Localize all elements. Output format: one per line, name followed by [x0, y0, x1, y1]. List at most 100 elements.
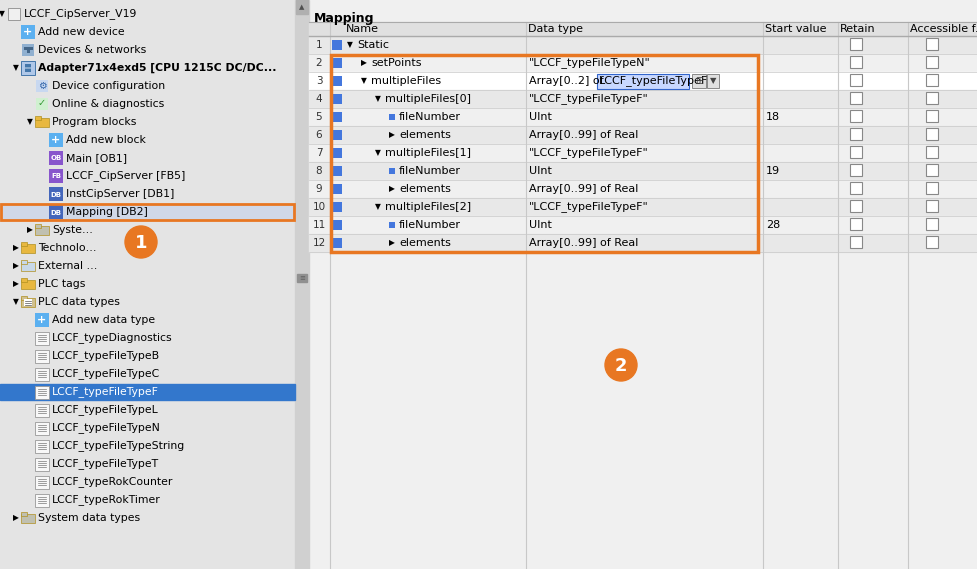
- Text: 10: 10: [312, 202, 325, 212]
- Text: LCCF_typeFileTypeC: LCCF_typeFileTypeC: [52, 369, 160, 380]
- Bar: [925, 200, 937, 212]
- Bar: [21, 262, 35, 271]
- Text: ▶: ▶: [389, 130, 395, 139]
- Text: 4: 4: [316, 94, 322, 104]
- Bar: [309, 126, 977, 144]
- Text: "LCCF_typeFileTypeF": "LCCF_typeFileTypeF": [529, 147, 648, 158]
- Bar: [309, 90, 977, 108]
- Text: ▼: ▼: [709, 76, 716, 85]
- Text: DB: DB: [51, 192, 62, 198]
- Bar: [309, 0, 977, 569]
- Bar: [309, 22, 977, 36]
- Bar: [21, 298, 35, 307]
- Bar: [36, 98, 48, 110]
- Bar: [849, 146, 861, 158]
- Bar: [309, 234, 977, 252]
- Bar: [35, 494, 49, 507]
- Text: LCCF_typeFileTypeF: LCCF_typeFileTypeF: [599, 76, 707, 86]
- Text: ▼: ▼: [27, 118, 33, 126]
- Bar: [849, 110, 861, 122]
- Text: ▼: ▼: [374, 149, 380, 158]
- Bar: [49, 169, 63, 183]
- Bar: [331, 40, 342, 50]
- Bar: [35, 350, 49, 363]
- Bar: [849, 92, 861, 104]
- Bar: [331, 220, 342, 230]
- Bar: [24, 47, 27, 50]
- Text: ▶: ▶: [389, 238, 395, 248]
- Text: LCCF_typeFileTypeL: LCCF_typeFileTypeL: [52, 405, 158, 415]
- Text: Add new device: Add new device: [38, 27, 124, 37]
- Bar: [21, 44, 34, 56]
- Text: 5: 5: [316, 112, 322, 122]
- Text: ▶: ▶: [27, 225, 33, 234]
- Text: 1: 1: [316, 40, 322, 50]
- Bar: [849, 56, 861, 68]
- Bar: [389, 168, 395, 174]
- Bar: [35, 458, 49, 471]
- Bar: [309, 54, 977, 72]
- Text: 3: 3: [316, 76, 322, 86]
- Bar: [849, 74, 861, 86]
- Bar: [925, 92, 937, 104]
- Bar: [331, 130, 342, 140]
- Text: Technolo…: Technolo…: [38, 243, 97, 253]
- Text: multipleFiles[0]: multipleFiles[0]: [385, 94, 471, 104]
- Bar: [331, 58, 342, 68]
- Text: 2: 2: [316, 58, 322, 68]
- Bar: [925, 218, 937, 230]
- Bar: [49, 205, 63, 219]
- Text: LCCF_CipServer [FB5]: LCCF_CipServer [FB5]: [65, 171, 186, 182]
- Text: DB: DB: [51, 210, 62, 216]
- Text: External …: External …: [38, 261, 98, 271]
- Bar: [49, 187, 63, 201]
- Text: multipleFiles[2]: multipleFiles[2]: [385, 202, 471, 212]
- Bar: [309, 108, 977, 126]
- Bar: [330, 55, 757, 252]
- Text: Name: Name: [346, 24, 379, 34]
- Bar: [925, 110, 937, 122]
- Bar: [331, 166, 342, 176]
- Text: ▼: ▼: [361, 76, 366, 85]
- Text: UInt: UInt: [529, 112, 551, 122]
- Bar: [21, 25, 35, 39]
- Text: 7: 7: [316, 148, 322, 158]
- Text: ▶: ▶: [389, 184, 395, 193]
- Text: System data types: System data types: [38, 513, 140, 523]
- Bar: [21, 242, 27, 246]
- Text: 6: 6: [316, 130, 322, 140]
- Text: Add new block: Add new block: [65, 135, 146, 145]
- Bar: [0, 204, 295, 220]
- Bar: [849, 200, 861, 212]
- Bar: [309, 216, 977, 234]
- Text: ▶: ▶: [13, 262, 19, 270]
- Bar: [35, 118, 49, 127]
- Text: Array[0..2] of: Array[0..2] of: [529, 76, 607, 86]
- Text: Devices & networks: Devices & networks: [38, 45, 147, 55]
- Bar: [35, 116, 41, 120]
- Bar: [49, 151, 63, 165]
- Text: 28: 28: [765, 220, 780, 230]
- Bar: [295, 0, 309, 569]
- Text: ▼: ▼: [0, 10, 5, 19]
- Text: ▶: ▶: [13, 513, 19, 522]
- Bar: [331, 238, 342, 248]
- Bar: [925, 182, 937, 194]
- Bar: [296, 0, 308, 14]
- Text: LCCF_typeFileTypeB: LCCF_typeFileTypeB: [52, 351, 160, 361]
- Bar: [21, 260, 27, 264]
- Text: LCCF_typeFileTypeN: LCCF_typeFileTypeN: [52, 423, 160, 434]
- Bar: [925, 74, 937, 86]
- Bar: [925, 38, 937, 50]
- Text: ⚙: ⚙: [37, 81, 46, 91]
- Text: ▲: ▲: [299, 4, 305, 10]
- Bar: [597, 73, 689, 89]
- Text: ▶: ▶: [13, 279, 19, 288]
- Bar: [692, 74, 705, 88]
- Text: ▼: ▼: [13, 64, 19, 72]
- Text: 12: 12: [312, 238, 325, 248]
- Text: fileNumber: fileNumber: [399, 166, 460, 176]
- Text: elements: elements: [399, 130, 450, 140]
- Text: fileNumber: fileNumber: [399, 112, 460, 122]
- Text: Online & diagnostics: Online & diagnostics: [52, 99, 164, 109]
